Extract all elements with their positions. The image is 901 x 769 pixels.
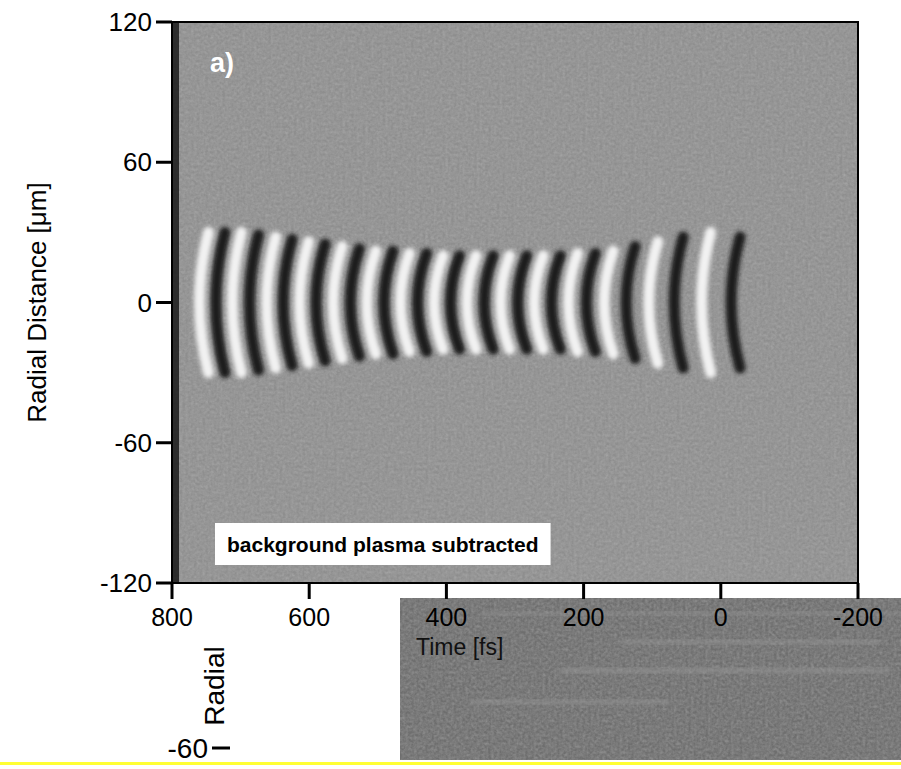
fringe	[586, 253, 595, 351]
x-tick-label: 400	[426, 603, 468, 631]
fringe	[367, 251, 376, 354]
y-tick	[156, 582, 172, 585]
x-tick	[445, 583, 448, 599]
image-grain	[172, 22, 858, 583]
overlay-tick	[212, 747, 230, 750]
yellow-line	[0, 762, 901, 765]
x-tick	[171, 583, 174, 599]
figure: 120600-60-1208006004002000-200Radial Dis…	[0, 0, 901, 769]
y-tick	[156, 441, 172, 444]
fringe	[232, 232, 241, 372]
annotation: background plasma subtracted	[227, 533, 539, 556]
y-tick-label: -60	[114, 428, 152, 458]
fringe	[702, 232, 711, 372]
wake-blur	[199, 232, 740, 372]
x-tick	[308, 583, 311, 599]
overlay-streak	[560, 668, 890, 673]
fringe	[604, 251, 613, 354]
fringe	[300, 242, 309, 364]
y-tick-label: -120	[100, 568, 152, 598]
x-tick-label: 600	[288, 603, 330, 631]
fringe	[551, 256, 560, 350]
x-tick-label: -200	[833, 603, 883, 631]
x-tick	[857, 583, 860, 599]
fringe	[267, 237, 276, 368]
wake	[199, 232, 740, 372]
fringe	[216, 232, 225, 372]
y-axis-title: Radial Distance [μm]	[22, 182, 52, 422]
fringe	[316, 244, 325, 361]
overlay-text: Radial	[199, 646, 230, 725]
image-background	[172, 22, 858, 583]
fringe	[451, 256, 460, 350]
x-tick-label: 800	[151, 603, 193, 631]
fringe	[569, 253, 578, 351]
overlay-image	[400, 598, 901, 760]
x-tick-label: 200	[563, 603, 605, 631]
fringe	[501, 256, 510, 350]
fringe	[283, 239, 292, 365]
fringe	[434, 256, 443, 350]
fringe	[384, 251, 393, 354]
fringe	[626, 246, 635, 358]
fringe	[250, 235, 259, 371]
panel-label: a)	[210, 48, 234, 78]
overlay-text: -60	[168, 733, 208, 764]
y-tick-label: 120	[109, 7, 152, 37]
fringe	[649, 242, 658, 364]
image-left-edge	[172, 22, 179, 583]
x-tick	[719, 583, 722, 599]
x-axis-title: Time [fs]	[416, 634, 503, 660]
fringe	[400, 253, 409, 351]
y-tick	[156, 161, 172, 164]
fringe	[467, 256, 476, 350]
fringe	[333, 246, 342, 358]
y-tick-label: 0	[138, 288, 152, 318]
y-tick	[156, 21, 172, 24]
y-tick	[156, 301, 172, 304]
fringe	[199, 232, 208, 372]
overlay-streak	[470, 700, 670, 704]
fringe	[518, 256, 527, 350]
y-tick-label: 60	[123, 147, 152, 177]
overlay-streak	[620, 640, 880, 644]
plot-frame	[172, 22, 858, 583]
annotation-box	[215, 523, 551, 565]
overlay-grain	[400, 598, 901, 760]
fringe	[418, 253, 427, 351]
fringe	[731, 237, 740, 368]
x-tick-label: 0	[714, 603, 728, 631]
x-tick	[582, 583, 585, 599]
fringe	[350, 249, 359, 357]
fringe	[484, 256, 493, 350]
fringe	[534, 256, 543, 350]
fringe	[674, 237, 683, 368]
